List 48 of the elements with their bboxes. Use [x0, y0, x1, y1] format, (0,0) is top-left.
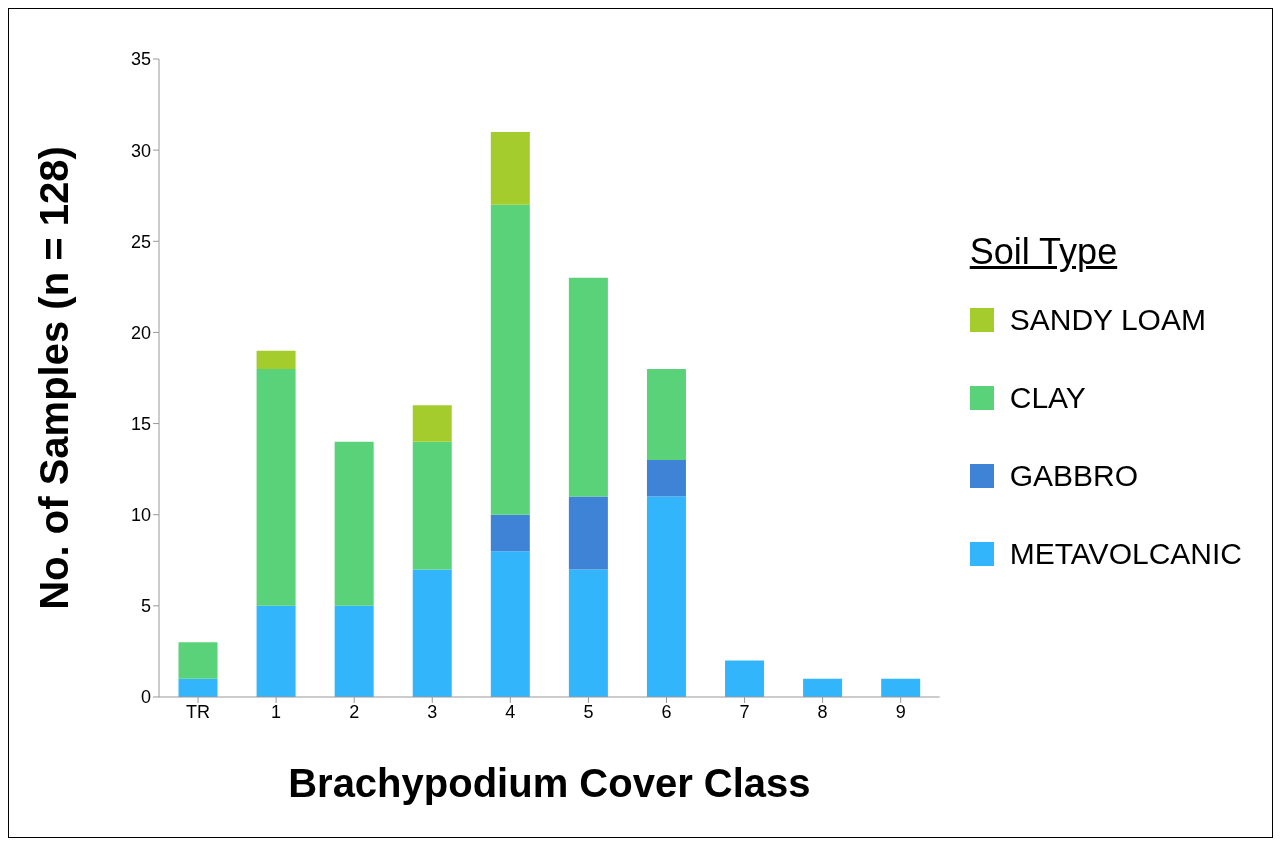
x-tick-label: 6 [661, 701, 672, 722]
y-tick-label: 20 [130, 322, 151, 343]
bar [334, 441, 374, 606]
bar [412, 441, 452, 570]
y-axis-title: No. of Samples (n = 128) [32, 146, 77, 610]
bar [256, 350, 296, 369]
bar [646, 496, 686, 697]
y-tick-label: 10 [130, 505, 151, 526]
x-tick-label: 8 [817, 701, 828, 722]
y-tick-label: 25 [130, 231, 151, 252]
y-tick-label: 35 [130, 49, 151, 70]
bar [256, 368, 296, 606]
bar [646, 460, 686, 497]
legend-label: METAVOLCANIC [1009, 537, 1242, 571]
bar [490, 514, 530, 552]
legend-label: SANDY LOAM [1009, 303, 1206, 337]
x-tick-label: 1 [271, 701, 282, 722]
y-tick-label: 0 [140, 687, 151, 708]
bar [881, 678, 921, 697]
x-axis-title: Brachypodium Cover Class [288, 761, 811, 805]
bar [178, 678, 218, 697]
bar [490, 551, 530, 697]
y-tick-label: 30 [130, 140, 151, 161]
bar [725, 660, 765, 697]
bar [490, 131, 530, 205]
x-tick-label: 5 [583, 701, 594, 722]
x-tick-label: 9 [895, 701, 906, 722]
x-tick-label: 4 [505, 701, 516, 722]
legend-label: GABBRO [1009, 459, 1139, 493]
bar [568, 569, 608, 697]
legend-title: Soil Type [969, 231, 1119, 273]
legend-label: CLAY [1009, 381, 1086, 415]
bar [490, 204, 530, 515]
bar [568, 277, 608, 497]
x-tick-label: 7 [739, 701, 750, 722]
bar [412, 569, 452, 697]
bar [568, 496, 608, 570]
y-tick-label: 5 [140, 596, 151, 617]
bar [256, 605, 296, 697]
x-tick-label: 2 [349, 701, 360, 722]
y-tick-label: 15 [130, 413, 151, 434]
bar [803, 678, 843, 697]
bar [334, 605, 374, 697]
x-tick-label: TR [186, 701, 211, 722]
bar [646, 368, 686, 461]
bar [178, 642, 218, 679]
x-tick-label: 3 [427, 701, 438, 722]
bar [412, 405, 452, 442]
